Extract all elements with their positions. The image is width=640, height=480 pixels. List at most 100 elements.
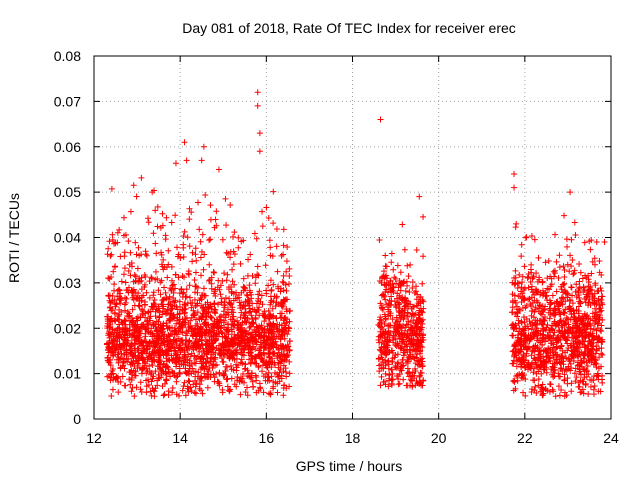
data-point [417,332,424,339]
data-point [108,393,115,400]
data-point [390,339,397,346]
data-point [137,379,144,386]
data-point [420,298,427,305]
data-point [228,349,235,356]
data-point [570,340,577,347]
data-point [532,383,539,390]
data-point [222,367,229,374]
data-point [520,314,527,321]
data-point [198,374,205,381]
data-point [598,299,605,306]
data-point [144,346,151,353]
data-point [528,365,535,372]
data-point [143,350,150,357]
data-point [564,340,571,347]
data-point [278,302,285,309]
data-point [139,347,146,354]
data-point [246,356,253,363]
data-point [141,337,148,344]
data-point [224,364,231,371]
data-point [153,337,160,344]
data-point [108,331,115,338]
data-point [180,289,187,296]
data-point [252,360,259,367]
data-point [261,313,268,320]
data-point [198,248,205,255]
data-point [531,355,538,362]
data-point [261,344,268,351]
data-point [157,322,164,329]
data-point [386,337,393,344]
data-point [116,316,123,323]
data-point [275,349,282,356]
data-point [225,250,232,257]
data-point [160,266,167,273]
data-point [569,329,576,336]
data-point [392,328,399,335]
data-point [548,275,555,282]
data-point [230,233,237,240]
data-point [145,309,152,316]
data-point [160,256,167,263]
data-point [158,249,165,256]
data-point [142,358,149,365]
data-point [596,354,603,361]
data-point [283,258,290,265]
data-point [392,364,399,371]
data-point [551,366,558,373]
data-point [592,305,599,312]
data-point [556,359,563,366]
data-point [155,287,162,294]
data-point [201,320,208,327]
data-point [521,263,528,270]
data-point [539,321,546,328]
data-point [409,310,416,317]
data-point [514,310,521,317]
data-point [236,377,243,384]
data-point [187,317,194,324]
data-point [186,205,193,212]
data-point [267,277,274,284]
data-point [518,374,525,381]
data-point [198,354,205,361]
data-point [380,359,387,366]
data-point [519,273,526,280]
data-point [512,321,519,328]
data-point [228,338,235,345]
data-point [138,323,145,330]
data-point [186,216,193,223]
data-point [395,375,402,382]
data-point [202,301,209,308]
data-point [399,356,406,363]
data-point [265,307,272,314]
data-point [266,390,273,397]
data-point [573,281,580,288]
data-point [146,343,153,350]
data-point [513,352,520,359]
data-point [561,377,568,384]
data-point [181,274,188,281]
data-point [124,334,131,341]
data-point [257,298,264,305]
data-point [382,296,389,303]
data-point [165,247,172,254]
data-point [553,288,560,295]
data-point [541,317,548,324]
data-point [528,269,535,276]
data-point [182,369,189,376]
data-point [570,352,577,359]
data-point [546,388,553,395]
data-point [125,337,132,344]
data-point [561,371,568,378]
data-point [556,345,563,352]
data-point [593,327,600,334]
data-point [199,326,206,333]
data-point [527,336,534,343]
data-point [382,316,389,323]
data-point [126,342,133,349]
data-point [399,280,406,287]
data-point [267,244,274,251]
data-point [516,370,523,377]
data-point [180,244,187,251]
data-point [180,233,187,240]
